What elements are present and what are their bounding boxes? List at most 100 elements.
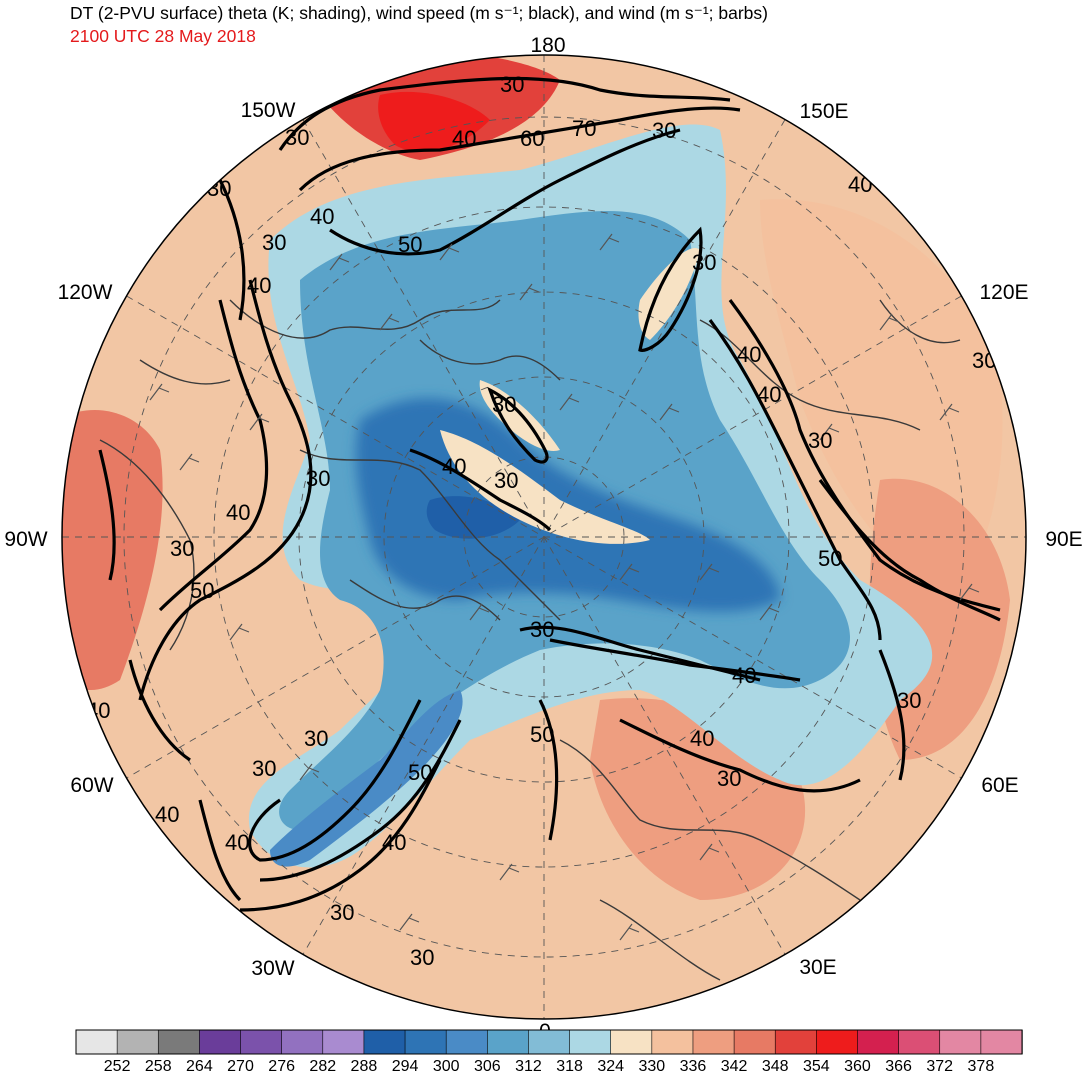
colorbar-bin (486, 1029, 530, 1055)
contour-label: 30 (897, 688, 921, 713)
colorbar-tick-label: 252 (104, 1058, 131, 1075)
colorbar-tick-label: 360 (844, 1058, 871, 1075)
contour-label: 30 (808, 428, 832, 453)
colorbar-tick-label: 330 (638, 1058, 665, 1075)
contour-label: 50 (190, 578, 214, 603)
theta-atlantic-trough (270, 690, 463, 867)
lon-label-180: 180 (530, 34, 565, 57)
contour-label: 40 (226, 500, 250, 525)
colorbar-tick-label: 300 (433, 1058, 460, 1075)
lon-label-120e: 120E (979, 281, 1028, 304)
colorbar-tick-label: 366 (885, 1058, 912, 1075)
contour-label: 30 (692, 250, 716, 275)
longitude-labels: 180 150E 120E 90E 60E 30E 0 30W 60W 90W … (4, 34, 1082, 1043)
wind-speed-contours (98, 76, 1001, 912)
theta-hot-pacific (378, 91, 490, 152)
lon-label-60w: 60W (70, 774, 113, 797)
lon-label-90w: 90W (4, 528, 47, 551)
contour-label: 50 (408, 760, 432, 785)
colorbar-tick-label: 372 (926, 1058, 953, 1075)
colorbar: 252 258 264 270 276 282 288 294 300 306 312 318 324 3… (75, 1029, 1023, 1075)
colorbar-frame (75, 1029, 1023, 1055)
contour-label: 40 (732, 663, 756, 688)
theta-streak-3 (638, 248, 700, 340)
colorbar-bin (240, 1029, 283, 1055)
contour-label: 40 (848, 172, 872, 197)
contour-label: 70 (572, 116, 596, 141)
contour-label: 40 (452, 126, 476, 151)
colorbar-tick-label: 354 (803, 1058, 830, 1075)
colorbar-bin (75, 1029, 118, 1055)
contour-label: 30 (262, 230, 286, 255)
lon-label-30w: 30W (251, 957, 294, 980)
colorbar-tick-label: 312 (515, 1058, 542, 1075)
colorbar-bin (199, 1029, 242, 1055)
colorbar-bin (116, 1029, 159, 1055)
lon-label-120w: 120W (58, 281, 113, 304)
colorbar-bin (651, 1029, 694, 1055)
colorbar-bin (404, 1029, 447, 1055)
colorbar-tick-label: 270 (227, 1058, 254, 1075)
lon-label-30e: 30E (799, 956, 836, 979)
contour-label: 50 (818, 546, 842, 571)
colorbar-bin (857, 1029, 900, 1055)
contour-label: 40 (442, 454, 466, 479)
contour-label: 40 (757, 382, 781, 407)
map-border (61, 54, 1027, 1020)
figure-title: DT (2-PVU surface) theta (K; shading), w… (70, 3, 768, 23)
colorbar-bin (528, 1029, 571, 1055)
colorbar-bin (610, 1029, 653, 1055)
contour-label: 30 (717, 766, 741, 791)
colorbar-tick-label: 276 (268, 1058, 295, 1075)
contour-label: 50 (398, 232, 422, 257)
theta-warm-america (62, 410, 163, 690)
colorbar-bin (363, 1029, 406, 1055)
contour-label: 30 (252, 756, 276, 781)
colorbar-tick-label: 258 (145, 1058, 172, 1075)
wind-barbs (149, 233, 980, 941)
colorbar-tick-label: 306 (474, 1058, 501, 1075)
contour-label: 40 (155, 802, 179, 827)
colorbar-tick-label: 348 (762, 1058, 789, 1075)
colorbar-tick-label: 378 (968, 1058, 995, 1075)
contour-label: 30 (304, 726, 328, 751)
contour-label: 40 (247, 273, 271, 298)
lon-label-90e: 90E (1045, 528, 1082, 551)
contour-label: 30 (500, 72, 524, 97)
contour-label: 30 (530, 617, 554, 642)
colorbar-tick-label: 342 (721, 1058, 748, 1075)
theta-streak-1 (440, 430, 650, 544)
contour-label: 40 (690, 726, 714, 751)
contour-label: 50 (530, 722, 554, 747)
contour-label: 30 (652, 118, 676, 143)
colorbar-bin (816, 1029, 859, 1055)
colorbar-tick-label: 282 (309, 1058, 336, 1075)
lon-label-150e: 150E (799, 100, 848, 123)
colorbar-bin (692, 1029, 735, 1055)
contour-label: 30 (492, 392, 516, 417)
colorbar-tick-label: 324 (597, 1058, 624, 1075)
contour-label: 40 (737, 342, 761, 367)
contour-label: 30 (306, 466, 330, 491)
contour-label: 40 (310, 204, 334, 229)
contour-label: 40 (382, 830, 406, 855)
graticule (62, 55, 1026, 1019)
colorbar-bin (445, 1029, 489, 1055)
polar-map-disk: 30 40 60 70 30 30 30 40 50 30 40 40 30 3… (62, 55, 1026, 1019)
colorbar-bin (157, 1029, 201, 1055)
contour-label: 60 (520, 126, 544, 151)
contour-label: 30 (285, 125, 309, 150)
theta-streak-2 (479, 380, 560, 451)
colorbar-bin (733, 1029, 776, 1055)
colorbar-bin (774, 1029, 818, 1055)
colorbar-bin (898, 1029, 941, 1055)
colorbar-bin (980, 1029, 1023, 1055)
colorbar-bin (322, 1029, 365, 1055)
colorbar-tick-label: 264 (186, 1058, 213, 1075)
colorbar-tick-label: 294 (392, 1058, 419, 1075)
contour-label: 30 (410, 945, 434, 970)
colorbar-tick-label: 336 (680, 1058, 707, 1075)
colorbar-tick-label: 288 (351, 1058, 378, 1075)
